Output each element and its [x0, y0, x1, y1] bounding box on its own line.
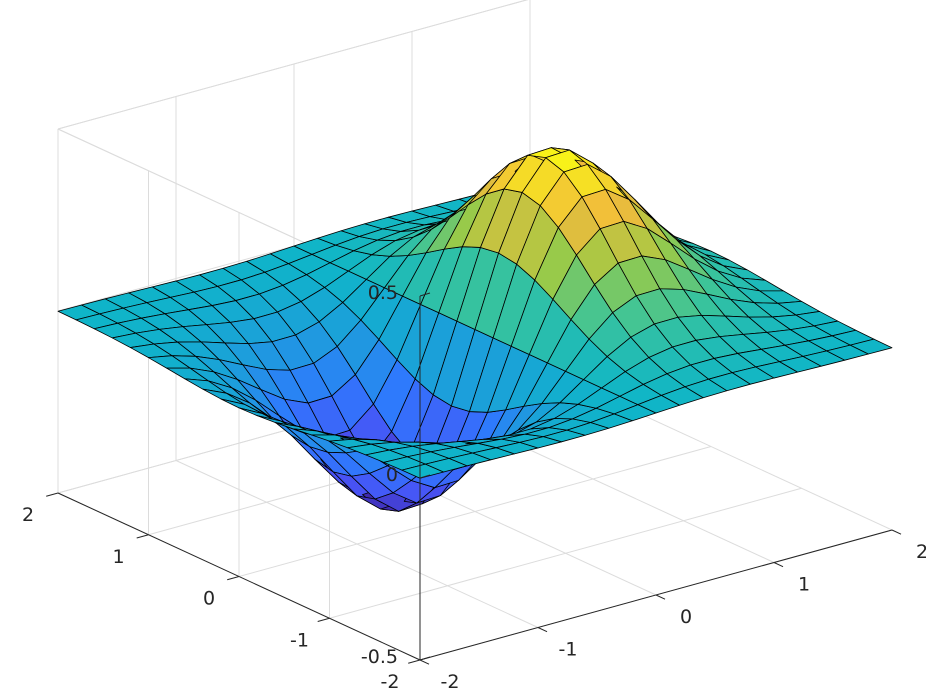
y-tick-mark — [136, 534, 149, 539]
x-tick-label: 2 — [916, 541, 926, 563]
z-tick-label: 0.5 — [368, 282, 398, 304]
x-tick-label: -2 — [441, 671, 460, 689]
x-tick-mark — [419, 659, 430, 665]
z-tick-label: -0.5 — [361, 646, 398, 668]
y-tick-mark — [317, 617, 330, 622]
surface-layer — [57, 147, 893, 512]
z-tick-mark — [419, 474, 431, 479]
z-tick-mark — [419, 656, 431, 661]
x-tick-mark — [537, 627, 548, 633]
y-tick-mark — [46, 492, 59, 497]
x-tick-label: 1 — [798, 574, 810, 596]
surface-patch — [849, 338, 893, 355]
z-tick-mark — [419, 292, 431, 297]
y-tick-label: 2 — [22, 504, 34, 526]
axes-layer: -2 -1 0 1 2 -2 -1 0 1 2 -0.5 0 0.5 — [22, 282, 926, 689]
y-tick-label: 1 — [112, 546, 124, 568]
y-tick-mark — [408, 659, 421, 664]
box-edge-back — [57, 0, 529, 130]
x-tick-mark — [891, 529, 902, 535]
y-tick-label: -2 — [381, 671, 400, 689]
x-tick-mark — [773, 562, 784, 568]
y-tick-label: -1 — [290, 629, 309, 651]
x-tick-mark — [655, 594, 666, 600]
z-tick-label: 0 — [386, 464, 398, 486]
y-tick-label: 0 — [203, 588, 215, 610]
x-tick-label: 0 — [680, 606, 692, 628]
floor-gridline-y — [238, 446, 712, 577]
floor-gridline-y — [329, 487, 802, 619]
x-tick-label: -1 — [559, 639, 578, 661]
y-tick-mark — [227, 576, 240, 581]
